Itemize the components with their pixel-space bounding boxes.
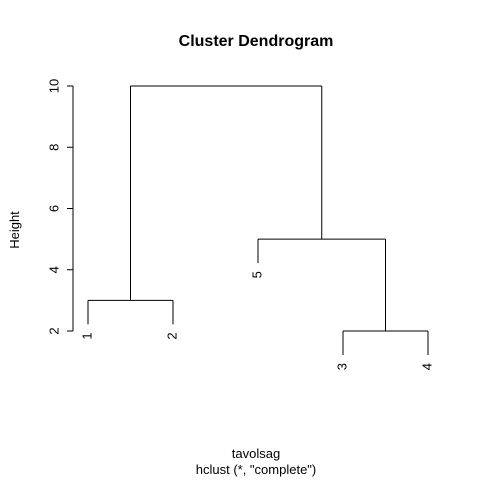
leaf-label: 5	[249, 271, 264, 278]
y-tick-label: 6	[46, 205, 61, 212]
leaf-label: 3	[334, 363, 349, 370]
leaf-label: 2	[164, 332, 179, 339]
y-tick-label: 8	[46, 144, 61, 151]
x-axis-label: tavolsag	[232, 446, 280, 461]
subtitle: hclust (*, "complete")	[196, 462, 317, 477]
y-tick-label: 4	[46, 266, 61, 273]
leaf-label: 4	[419, 363, 434, 370]
leaf-label: 1	[79, 332, 94, 339]
y-axis-label: Height	[7, 211, 22, 249]
y-tick-label: 2	[46, 327, 61, 334]
chart-title: Cluster Dendrogram	[179, 33, 334, 50]
y-tick-label: 10	[46, 79, 61, 93]
